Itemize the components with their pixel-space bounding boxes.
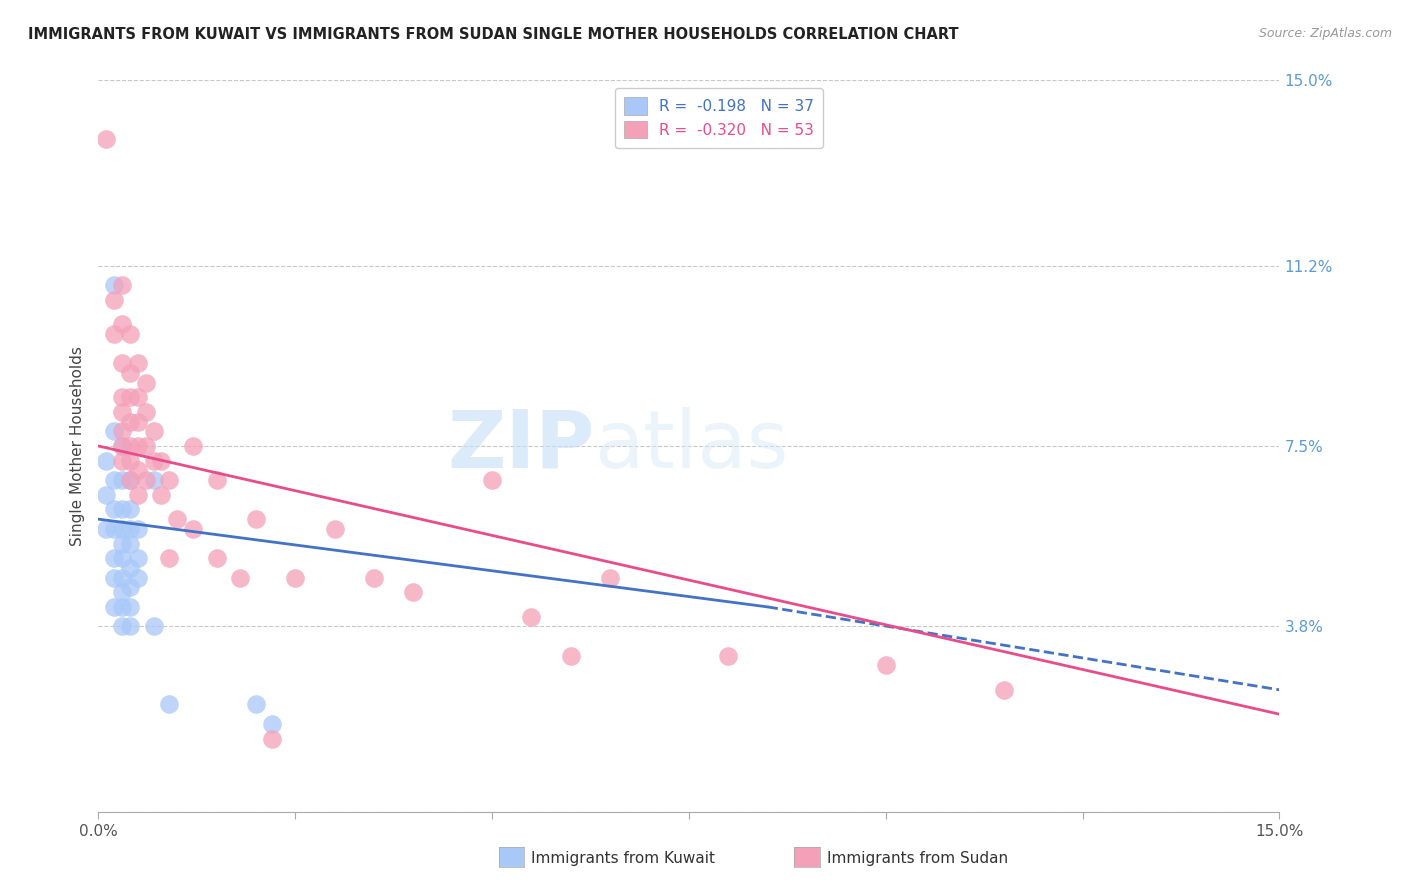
Point [135, 376, 157, 390]
Point [103, 293, 125, 307]
Point [260, 717, 283, 731]
Point [150, 453, 173, 467]
Point [111, 425, 134, 439]
Point [717, 648, 740, 663]
Text: atlas: atlas [595, 407, 789, 485]
Point [245, 698, 267, 712]
Point [118, 453, 141, 467]
Point [127, 356, 149, 370]
Point [150, 488, 173, 502]
Point [142, 473, 165, 487]
Text: Source: ZipAtlas.com: Source: ZipAtlas.com [1258, 27, 1392, 40]
Point [96, 488, 118, 502]
Point [481, 473, 503, 487]
Point [181, 522, 204, 536]
Point [111, 585, 134, 599]
Point [127, 415, 149, 429]
Point [118, 581, 141, 595]
Point [157, 473, 180, 487]
Point [111, 390, 134, 404]
Point [875, 658, 897, 673]
Text: IMMIGRANTS FROM KUWAIT VS IMMIGRANTS FROM SUDAN SINGLE MOTHER HOUSEHOLDS CORRELA: IMMIGRANTS FROM KUWAIT VS IMMIGRANTS FRO… [28, 27, 959, 42]
Point [142, 619, 165, 633]
Point [111, 405, 134, 419]
Point [118, 415, 141, 429]
Point [103, 599, 125, 614]
Point [229, 571, 252, 585]
Point [118, 326, 141, 341]
Point [135, 473, 157, 487]
Point [323, 522, 346, 536]
Text: ZIP: ZIP [447, 407, 595, 485]
Point [157, 698, 180, 712]
Point [103, 473, 125, 487]
Point [135, 439, 157, 453]
Point [560, 648, 582, 663]
Point [402, 585, 425, 599]
Point [118, 366, 141, 380]
Point [111, 571, 134, 585]
Point [118, 390, 141, 404]
Point [127, 463, 149, 477]
Point [135, 405, 157, 419]
Point [127, 488, 149, 502]
Point [111, 536, 134, 550]
Point [127, 439, 149, 453]
Point [118, 561, 141, 575]
Legend: R =  -0.198   N = 37, R =  -0.320   N = 53: R = -0.198 N = 37, R = -0.320 N = 53 [614, 88, 823, 148]
Point [245, 512, 267, 526]
Point [103, 571, 125, 585]
Point [111, 439, 134, 453]
Point [111, 473, 134, 487]
Point [111, 453, 134, 467]
Point [127, 571, 149, 585]
Point [363, 571, 385, 585]
Point [284, 571, 307, 585]
Point [118, 502, 141, 516]
Point [111, 439, 134, 453]
Y-axis label: Single Mother Households: Single Mother Households [70, 346, 86, 546]
Text: Immigrants from Kuwait: Immigrants from Kuwait [531, 851, 716, 865]
Point [118, 439, 141, 453]
Point [111, 356, 134, 370]
Point [118, 599, 141, 614]
Point [111, 278, 134, 293]
Point [166, 512, 188, 526]
Point [118, 619, 141, 633]
Point [599, 571, 621, 585]
Point [205, 551, 228, 566]
Text: Immigrants from Sudan: Immigrants from Sudan [827, 851, 1008, 865]
Point [181, 439, 204, 453]
Point [111, 502, 134, 516]
Point [142, 453, 165, 467]
Point [127, 522, 149, 536]
Point [96, 522, 118, 536]
Point [118, 536, 141, 550]
Point [127, 551, 149, 566]
Point [260, 731, 283, 746]
Point [157, 551, 180, 566]
Point [103, 326, 125, 341]
Point [103, 278, 125, 293]
Point [103, 551, 125, 566]
Point [118, 473, 141, 487]
Point [127, 390, 149, 404]
Point [103, 522, 125, 536]
Point [118, 522, 141, 536]
Point [111, 317, 134, 331]
Point [96, 132, 118, 146]
Point [103, 502, 125, 516]
Point [111, 619, 134, 633]
Point [111, 522, 134, 536]
Point [96, 453, 118, 467]
Point [103, 425, 125, 439]
Point [111, 599, 134, 614]
Point [142, 425, 165, 439]
Point [118, 473, 141, 487]
Point [993, 682, 1015, 697]
Point [520, 609, 543, 624]
Point [111, 551, 134, 566]
Point [205, 473, 228, 487]
